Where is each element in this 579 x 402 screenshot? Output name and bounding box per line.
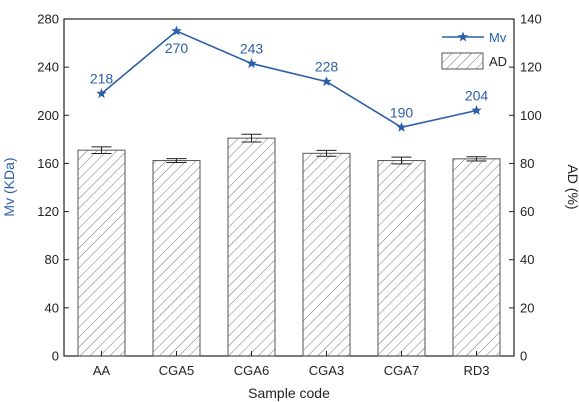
mv-value-label-cga5: 270: [165, 40, 189, 56]
left-axis-tick-label: 120: [37, 204, 59, 219]
ad-error-bar-cga6: [241, 133, 262, 143]
x-axis-tick-label-aa: AA: [93, 363, 111, 378]
left-axis-tick-label: 200: [37, 108, 59, 123]
mv-value-label-cga6: 243: [240, 41, 264, 57]
ad-error-bar-cga5: [166, 158, 187, 163]
legend-mv-star-icon: [457, 31, 469, 42]
ad-error-bar-cga3: [316, 149, 337, 157]
legend-ad-label: AD: [489, 54, 507, 69]
ad-error-bar-aa: [91, 146, 112, 155]
axes-layer: 0 40 80 120 160 200 240 280 0 20 40 60 80 100 120 140 AA…: [37, 12, 541, 379]
right-axis-tick-label: 80: [520, 156, 534, 171]
ad-bar-cga5: [152, 160, 201, 357]
legend-mv-label: Mv: [489, 30, 507, 45]
ad-error-bar-cga7: [391, 156, 412, 165]
right-axis-tick-label: 60: [520, 204, 534, 219]
mv-value-label-cga3: 228: [315, 59, 339, 75]
right-axis-tick-label: 120: [520, 60, 542, 75]
left-axis-label: Mv (KDa): [1, 157, 17, 216]
right-axis-tick-label: 100: [520, 108, 542, 123]
ad-bar-rd3: [452, 158, 501, 357]
x-axis-tick-label-cga3: CGA3: [309, 363, 344, 378]
ad-error-bar-rd3: [466, 156, 487, 162]
mv-line-layer: 218 270 243 228 190 204: [90, 25, 489, 132]
left-axis-tick-label: 160: [37, 156, 59, 171]
mv-point-cga3: [321, 76, 332, 87]
bars-layer: [77, 137, 501, 357]
error-bars-layer: [91, 133, 487, 165]
x-axis-tick-label-rd3: RD3: [463, 363, 489, 378]
right-axis-tick-label: 0: [520, 349, 527, 364]
mv-point-cga5: [171, 25, 182, 36]
mv-series-line: [100, 30, 477, 129]
legend: Mv AD: [441, 30, 507, 70]
right-axis-tick-label: 140: [520, 12, 542, 27]
mv-point-rd3: [471, 104, 482, 115]
left-axis-tick-label: 0: [52, 349, 59, 364]
ad-bar-cga7: [377, 160, 426, 357]
x-axis-label: Sample code: [248, 385, 330, 401]
mv-point-cga7: [396, 121, 407, 132]
mv-value-label-cga7: 190: [390, 104, 414, 120]
right-axis-tick-label: 40: [520, 252, 534, 267]
right-axis-label: AD (%): [565, 164, 579, 209]
mv-point-cga6: [246, 58, 257, 68]
left-axis-tick-label: 280: [37, 12, 59, 27]
x-axis-tick-label-cga5: CGA5: [159, 363, 194, 378]
mv-point-aa: [96, 88, 107, 99]
mv-value-label-rd3: 204: [465, 87, 489, 103]
ad-bar-cga6: [227, 137, 276, 357]
right-axis-tick-label: 20: [520, 300, 534, 315]
mv-value-label-aa: 218: [90, 71, 114, 87]
left-axis-tick-label: 40: [45, 300, 59, 315]
legend-ad-swatch: [441, 52, 484, 70]
left-axis-tick-label: 80: [45, 252, 59, 267]
x-axis-tick-label-cga6: CGA6: [234, 363, 269, 378]
plot-frame: [63, 18, 515, 357]
ad-bar-cga3: [302, 152, 351, 357]
left-axis-tick-label: 240: [37, 60, 59, 75]
x-axis-tick-label-cga7: CGA7: [384, 363, 419, 378]
ad-bar-aa: [77, 149, 126, 357]
